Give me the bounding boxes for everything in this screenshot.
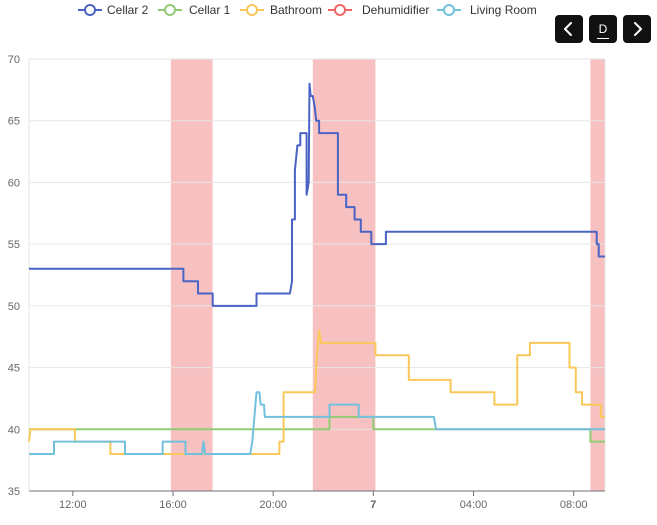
legend-label: Bathroom [270, 3, 322, 17]
dehumidifier-on-band [170, 59, 213, 491]
x-tick-label: 7 [370, 499, 376, 511]
y-tick-label: 45 [8, 363, 20, 375]
x-tick-label: 04:00 [460, 499, 488, 511]
legend-circle-icon [443, 4, 455, 16]
period-day-button[interactable]: D [589, 15, 617, 43]
next-period-button[interactable] [623, 15, 651, 43]
series-line-living-room [29, 391, 605, 455]
y-tick-label: 60 [8, 177, 20, 189]
legend-item[interactable]: Bathroom [240, 3, 322, 17]
chevron-right-icon [634, 22, 642, 36]
y-tick-label: 35 [8, 486, 20, 498]
x-tick-label: 12:00 [59, 499, 87, 511]
legend-label: Cellar 2 [107, 3, 149, 17]
series-line-cellar-2 [29, 82, 605, 307]
y-tick-label: 65 [8, 116, 20, 128]
y-tick-label: 40 [8, 424, 20, 436]
axes: 35 40 45 50 55 60 65 70 12:00 16:00 20:00 7 04:00 08:… [8, 54, 605, 511]
legend-circle-icon [246, 4, 258, 16]
legend-label: Cellar 1 [189, 3, 231, 17]
period-label: D [596, 23, 610, 39]
y-tick-label: 55 [8, 239, 20, 251]
x-tick-label: 08:00 [560, 499, 588, 511]
dehumidifier-bands [170, 59, 605, 491]
series-lines [28, 82, 605, 455]
x-tick-label: 16:00 [159, 499, 187, 511]
legend-item[interactable]: Dehumidifier [328, 3, 429, 17]
legend-item[interactable]: Cellar 2 [78, 3, 149, 17]
series-line-cellar-1 [29, 415, 605, 443]
chevron-left-icon [564, 22, 572, 36]
legend-item[interactable]: Living Room [437, 3, 537, 17]
legend-circle-icon [334, 4, 346, 16]
dehumidifier-on-band [590, 59, 605, 491]
dehumidifier-on-band [312, 59, 376, 491]
x-tick-label: 20:00 [259, 499, 287, 511]
legend-circle-icon [84, 4, 96, 16]
legend: Cellar 2 Cellar 1 Bathroom Dehumidifier Livi… [78, 3, 537, 17]
legend-circle-icon [164, 4, 176, 16]
previous-period-button[interactable] [555, 15, 583, 43]
legend-item[interactable]: Cellar 1 [158, 3, 231, 17]
y-tick-label: 50 [8, 301, 20, 313]
legend-label: Dehumidifier [362, 3, 429, 17]
y-tick-label: 70 [8, 54, 20, 66]
legend-label: Living Room [470, 3, 537, 17]
